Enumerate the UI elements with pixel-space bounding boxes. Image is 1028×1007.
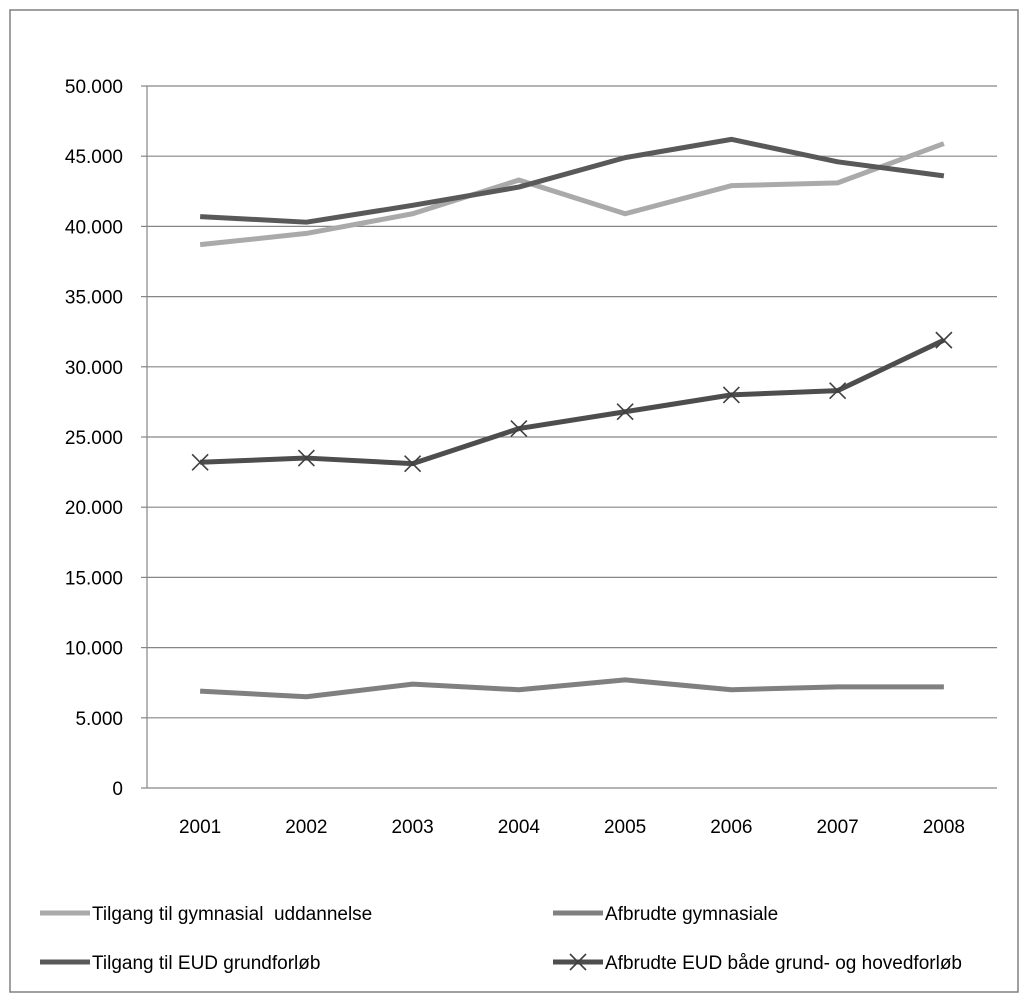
- x-marker-stroke: [616, 403, 634, 421]
- legend-label: Afbrudte EUD både grund- og hovedforløb: [605, 953, 962, 974]
- x-tick-label: 2005: [604, 817, 646, 838]
- x-marker: [722, 386, 740, 404]
- x-marker-stroke: [935, 331, 953, 349]
- x-axis-tick-labels: 2001 2002 2003 2004 2005 2006 2007 2008: [179, 817, 965, 838]
- y-tick-label: 5.000: [75, 709, 123, 730]
- legend-item-2: Afbrudte gymnasiale: [553, 904, 778, 925]
- y-axis-tick-labels: 0 5.000 10.000 15.000 20.000 25.000 30.000 35.0…: [65, 77, 123, 800]
- y-tick-label: 40.000: [65, 217, 123, 238]
- series-line-3: [199, 136, 945, 225]
- x-marker: [510, 420, 528, 438]
- x-marker: [404, 455, 422, 473]
- axes: [141, 85, 997, 789]
- legend-item-3: Tilgang til EUD grundforløb: [40, 953, 320, 974]
- x-tick-label: 2008: [923, 817, 965, 838]
- x-marker: [616, 403, 634, 421]
- x-marker: [569, 953, 587, 971]
- x-tick-label: 2006: [710, 817, 752, 838]
- x-marker: [935, 331, 953, 349]
- series-line-1: [199, 141, 945, 248]
- y-tick-label: 10.000: [65, 639, 123, 660]
- x-marker-stroke: [191, 453, 209, 471]
- x-marker-stroke: [297, 449, 315, 467]
- x-marker: [829, 382, 847, 400]
- series-lines: [191, 136, 953, 700]
- legend-item-1: Tilgang til gymnasial uddannelse: [40, 904, 372, 925]
- x-marker-stroke: [510, 420, 528, 438]
- legend-label: Tilgang til gymnasial uddannelse: [92, 904, 372, 925]
- series-line-4: [200, 337, 945, 467]
- y-tick-label: 15.000: [65, 568, 123, 589]
- y-tick-label: 0: [112, 779, 123, 800]
- x-tick-label: 2001: [179, 817, 221, 838]
- y-tick-label: 45.000: [65, 147, 123, 168]
- legend-label: Tilgang til EUD grundforløb: [92, 953, 320, 974]
- y-tick-label: 20.000: [65, 498, 123, 519]
- chart-border: [9, 9, 1019, 993]
- gridlines: [147, 85, 997, 719]
- x-marker-stroke: [569, 953, 587, 971]
- x-tick-label: 2002: [285, 817, 327, 838]
- x-marker-stroke: [404, 455, 422, 473]
- y-tick-label: 25.000: [65, 428, 123, 449]
- legend-item-4: Afbrudte EUD både grund- og hovedforløb: [553, 953, 962, 974]
- y-tick-label: 30.000: [65, 358, 123, 379]
- x-marker: [191, 453, 209, 471]
- x-marker-stroke: [829, 382, 847, 400]
- x-tick-label: 2003: [391, 817, 433, 838]
- x-tick-label: 2004: [498, 817, 541, 838]
- x-tick-label: 2007: [816, 817, 858, 838]
- series-line-2: [199, 677, 944, 700]
- x-marker: [297, 449, 315, 467]
- y-tick-label: 50.000: [65, 77, 123, 98]
- legend-label: Afbrudte gymnasiale: [605, 904, 778, 925]
- y-tick-label: 35.000: [65, 288, 123, 309]
- legend: Tilgang til gymnasial uddannelse Afbrudte…: [40, 904, 962, 974]
- x-marker-stroke: [722, 386, 740, 404]
